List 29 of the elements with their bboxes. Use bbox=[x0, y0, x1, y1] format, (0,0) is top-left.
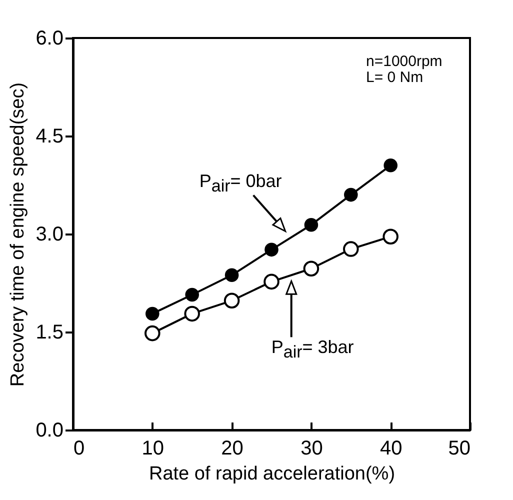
y-tick-label: 0.0 bbox=[36, 420, 64, 442]
x-tick-label: 50 bbox=[448, 438, 470, 460]
annotation: n=1000rpm bbox=[366, 53, 442, 70]
x-tick-label: 10 bbox=[142, 438, 164, 460]
point bbox=[384, 158, 398, 172]
point bbox=[144, 325, 160, 342]
point bbox=[224, 268, 239, 282]
point bbox=[304, 218, 318, 232]
point bbox=[184, 306, 200, 322]
point bbox=[344, 188, 358, 202]
point bbox=[185, 288, 199, 302]
y-axis-title: Recovery time of engine speed(sec) bbox=[8, 82, 29, 387]
point bbox=[382, 228, 398, 244]
y-tick-label: 4.5 bbox=[36, 126, 64, 148]
point bbox=[146, 306, 160, 321]
y-tick-label: 1.5 bbox=[36, 322, 64, 344]
point bbox=[303, 260, 320, 277]
point bbox=[343, 241, 359, 257]
point bbox=[264, 274, 280, 290]
y-tick-label: 6.0 bbox=[36, 28, 64, 50]
x-axis-title: Rate of rapid acceleration(%) bbox=[148, 464, 396, 484]
annotation: L= 0 Nm bbox=[366, 69, 424, 86]
x-tick-label: 40 bbox=[380, 438, 402, 460]
x-tick-label: 30 bbox=[300, 438, 323, 460]
x-tick-label: 0 bbox=[74, 438, 85, 460]
point bbox=[264, 242, 278, 257]
x-tick-label: 20 bbox=[221, 438, 244, 460]
point bbox=[224, 292, 240, 309]
y-tick-label: 3.0 bbox=[36, 224, 64, 246]
